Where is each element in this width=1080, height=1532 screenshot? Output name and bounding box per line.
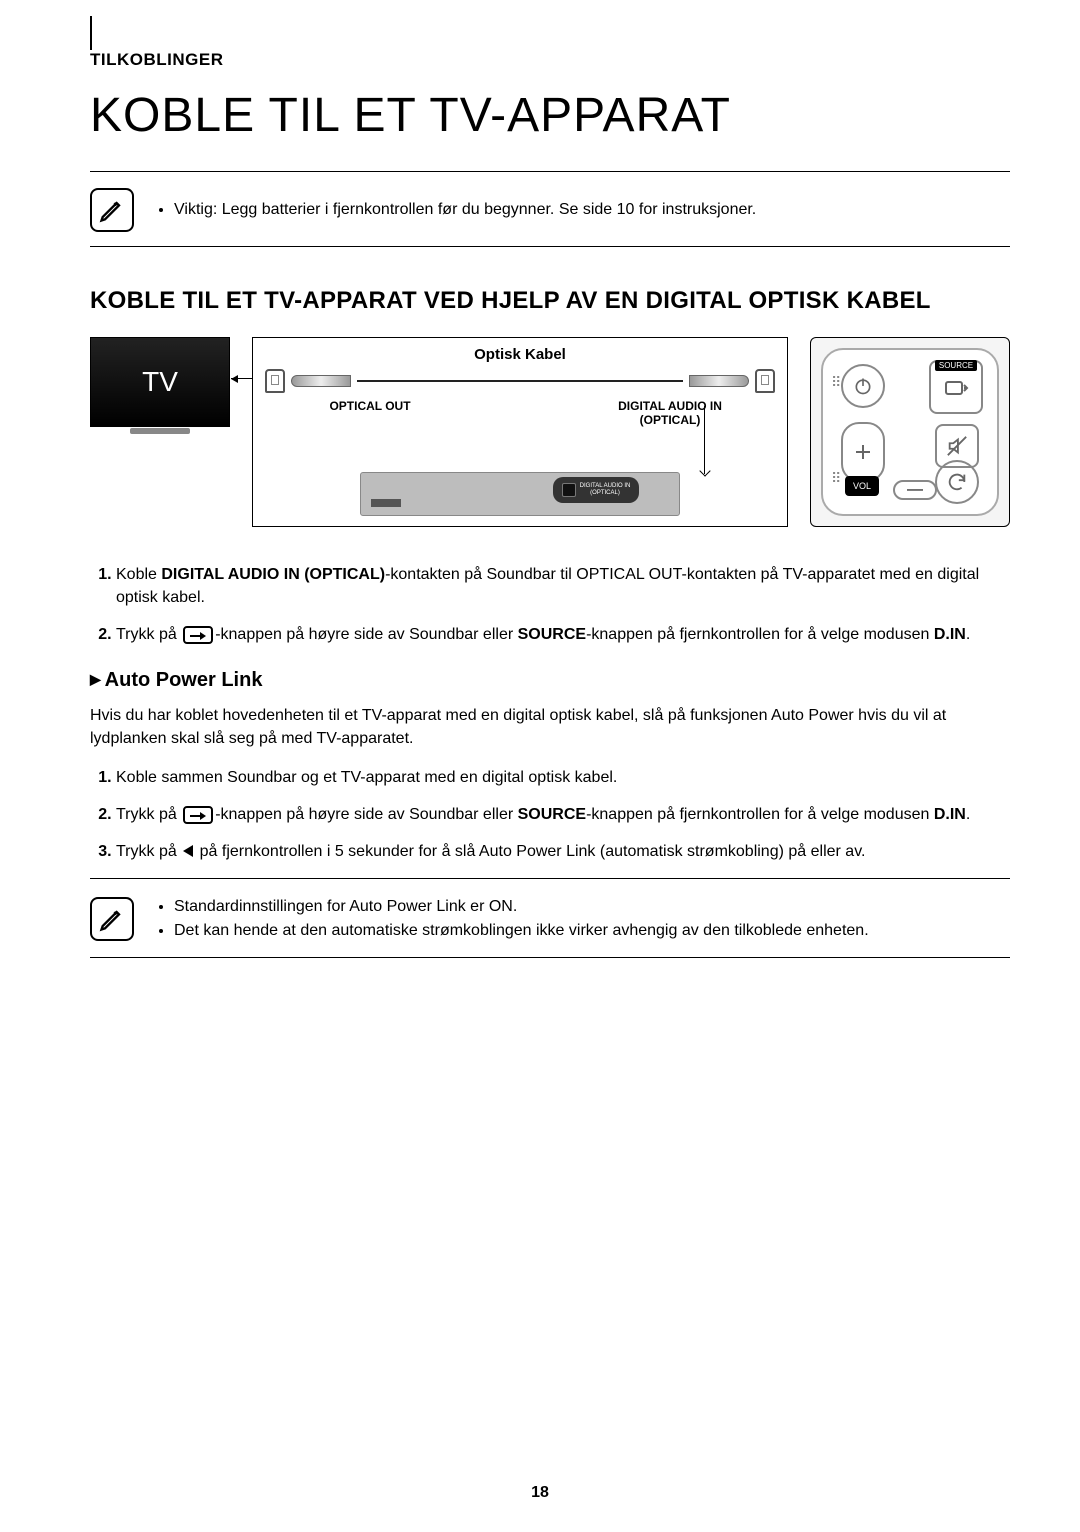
note-item: Det kan hende at den automatiske strømko… — [174, 919, 869, 943]
divider — [90, 957, 1010, 958]
repeat-icon — [935, 460, 979, 504]
page-title: KOBLE TIL ET TV-APPARAT — [90, 88, 1010, 143]
sub-heading: KOBLE TIL ET TV-APPARAT VED HJELP AV EN … — [90, 287, 1010, 315]
source-button-icon: SOURCE — [929, 360, 983, 414]
note-block: Viktig: Legg batterier i fjernkontrollen… — [90, 172, 1010, 246]
plug-icon — [291, 375, 351, 387]
port-label-right: DIGITAL AUDIO IN(OPTICAL) — [595, 399, 745, 427]
step-list-2: Koble sammen Soundbar og et TV-apparat m… — [90, 766, 1010, 864]
divider — [90, 246, 1010, 247]
volume-plus-icon — [841, 422, 885, 482]
note-list: Standardinnstillingen for Auto Power Lin… — [156, 895, 869, 943]
step-item: Koble sammen Soundbar og et TV-apparat m… — [116, 766, 1010, 789]
left-arrow-icon — [183, 845, 193, 857]
vol-label-icon: VOL — [845, 476, 879, 496]
minus-icon: — — [893, 480, 937, 500]
page-number: 18 — [0, 1484, 1080, 1502]
source-inline-icon — [183, 806, 213, 824]
step-item: Koble DIGITAL AUDIO IN (OPTICAL)-kontakt… — [116, 563, 1010, 609]
note-list: Viktig: Legg batterier i fjernkontrollen… — [156, 198, 756, 222]
source-inline-icon — [183, 626, 213, 644]
plug-icon — [689, 375, 749, 387]
step-item: Trykk på -knappen på høyre side av Sound… — [116, 803, 1010, 826]
apl-intro: Hvis du har koblet hovedenheten til et T… — [90, 704, 1010, 750]
pencil-icon — [90, 897, 134, 941]
cable-label: Optisk Kabel — [265, 346, 775, 363]
apl-heading: Auto Power Link — [90, 669, 1010, 692]
power-icon — [841, 364, 885, 408]
cable-illustration: Optisk Kabel OPTICAL OUT DIGITAL AUDIO I… — [252, 337, 788, 527]
tv-illustration: TV — [90, 337, 230, 427]
section-label: TILKOBLINGER — [90, 50, 1010, 70]
pencil-icon — [90, 188, 134, 232]
tv-label: TV — [142, 366, 178, 398]
toslink-icon — [755, 369, 775, 393]
toslink-icon — [265, 369, 285, 393]
soundbar-port-icon: DIGITAL AUDIO IN (OPTICAL) — [553, 477, 639, 503]
soundbar-illustration: DIGITAL AUDIO IN (OPTICAL) — [360, 472, 680, 516]
note-item: Viktig: Legg batterier i fjernkontrollen… — [174, 198, 756, 222]
port-label-left: OPTICAL OUT — [295, 399, 445, 427]
remote-illustration: ⠿ SOURCE ⠿ VOL — — [810, 337, 1010, 527]
connection-diagram: TV Optisk Kabel OPTICAL OUT DIGITAL AUDI… — [90, 337, 1010, 527]
top-rule — [90, 16, 92, 50]
note-block: Standardinnstillingen for Auto Power Lin… — [90, 879, 1010, 957]
step-item: Trykk på -knappen på høyre side av Sound… — [116, 623, 1010, 646]
step-list-1: Koble DIGITAL AUDIO IN (OPTICAL)-kontakt… — [90, 563, 1010, 647]
note-item: Standardinnstillingen for Auto Power Lin… — [174, 895, 869, 919]
step-item: Trykk på på fjernkontrollen i 5 sekunder… — [116, 840, 1010, 863]
